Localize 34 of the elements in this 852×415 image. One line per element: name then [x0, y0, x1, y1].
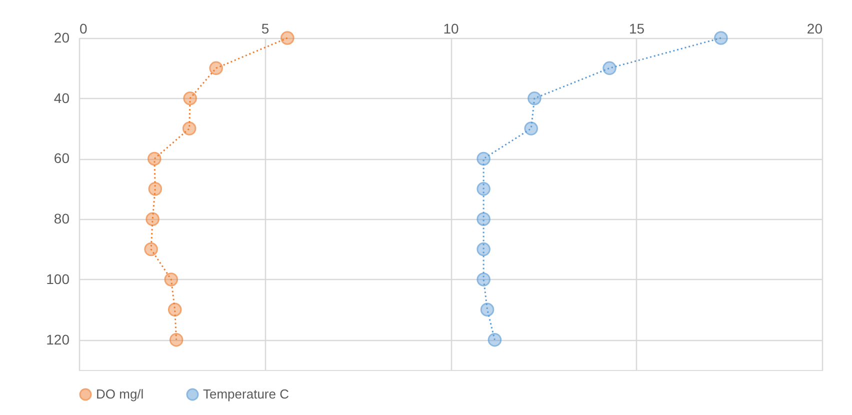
point: [602, 61, 616, 76]
point: [524, 122, 538, 136]
x-tick-label: 15: [628, 20, 645, 36]
point: [480, 302, 494, 316]
x-tick-label: 0: [80, 20, 88, 36]
y-tick-label: 60: [54, 150, 70, 166]
point: [488, 332, 502, 347]
legend-label: DO mg/l: [96, 386, 144, 402]
point: [476, 212, 490, 226]
point: [164, 272, 178, 286]
point: [183, 92, 197, 106]
point: [476, 152, 490, 166]
point: [144, 242, 158, 256]
x-tick-label: 20: [806, 20, 823, 36]
y-tick-label: 120: [46, 331, 70, 348]
point: [528, 92, 542, 106]
point: [280, 31, 294, 45]
x-tick-label: 10: [443, 20, 459, 36]
point: [146, 212, 160, 226]
point: [168, 302, 182, 316]
point: [476, 272, 490, 286]
legend-label: Temperature C: [203, 386, 289, 402]
y-tick-label: 40: [54, 90, 70, 106]
y-tick-label: 80: [54, 210, 70, 227]
point: [476, 182, 490, 196]
point: [714, 31, 728, 45]
point: [209, 61, 223, 76]
point: [148, 182, 162, 196]
x-tick-label: 5: [261, 20, 270, 36]
point: [169, 332, 184, 347]
point: [476, 242, 490, 256]
point: [182, 122, 196, 136]
y-tick-label: 100: [46, 270, 70, 287]
point: [148, 152, 162, 166]
